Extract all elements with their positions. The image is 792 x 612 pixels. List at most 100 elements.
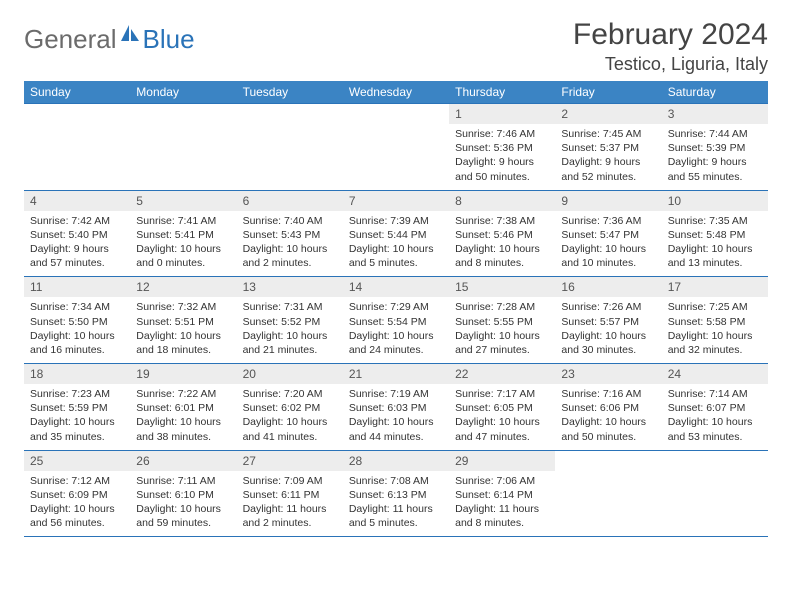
day-number: 25	[24, 451, 130, 471]
daylight-text-2: and 16 minutes.	[30, 343, 124, 357]
day-details: Sunrise: 7:17 AMSunset: 6:05 PMDaylight:…	[449, 384, 555, 450]
calendar-cell: 25Sunrise: 7:12 AMSunset: 6:09 PMDayligh…	[24, 450, 130, 537]
title-block: February 2024 Testico, Liguria, Italy	[573, 18, 768, 75]
daylight-text-2: and 59 minutes.	[136, 516, 230, 530]
calendar-row: 11Sunrise: 7:34 AMSunset: 5:50 PMDayligh…	[24, 277, 768, 364]
sunset-text: Sunset: 5:48 PM	[668, 228, 762, 242]
calendar-cell	[662, 450, 768, 537]
calendar-cell	[555, 450, 661, 537]
day-details: Sunrise: 7:09 AMSunset: 6:11 PMDaylight:…	[237, 471, 343, 537]
daylight-text-1: Daylight: 10 hours	[136, 415, 230, 429]
sunrise-text: Sunrise: 7:44 AM	[668, 127, 762, 141]
weekday-header: Wednesday	[343, 81, 449, 104]
day-details: Sunrise: 7:16 AMSunset: 6:06 PMDaylight:…	[555, 384, 661, 450]
sunset-text: Sunset: 5:59 PM	[30, 401, 124, 415]
month-title: February 2024	[573, 18, 768, 52]
day-details: Sunrise: 7:31 AMSunset: 5:52 PMDaylight:…	[237, 297, 343, 363]
daylight-text-1: Daylight: 10 hours	[243, 242, 337, 256]
day-details: Sunrise: 7:14 AMSunset: 6:07 PMDaylight:…	[662, 384, 768, 450]
daylight-text-2: and 55 minutes.	[668, 170, 762, 184]
daylight-text-1: Daylight: 10 hours	[349, 242, 443, 256]
day-number: 26	[130, 451, 236, 471]
day-number: 4	[24, 191, 130, 211]
logo: General Blue	[24, 18, 195, 55]
daylight-text-1: Daylight: 10 hours	[349, 415, 443, 429]
calendar-cell: 11Sunrise: 7:34 AMSunset: 5:50 PMDayligh…	[24, 277, 130, 364]
sunset-text: Sunset: 5:46 PM	[455, 228, 549, 242]
calendar-cell: 3Sunrise: 7:44 AMSunset: 5:39 PMDaylight…	[662, 104, 768, 191]
daylight-text-1: Daylight: 10 hours	[136, 502, 230, 516]
calendar-cell: 9Sunrise: 7:36 AMSunset: 5:47 PMDaylight…	[555, 190, 661, 277]
calendar-cell: 1Sunrise: 7:46 AMSunset: 5:36 PMDaylight…	[449, 104, 555, 191]
calendar-cell: 7Sunrise: 7:39 AMSunset: 5:44 PMDaylight…	[343, 190, 449, 277]
day-details: Sunrise: 7:23 AMSunset: 5:59 PMDaylight:…	[24, 384, 130, 450]
day-number: 3	[662, 104, 768, 124]
sunset-text: Sunset: 5:51 PM	[136, 315, 230, 329]
day-number: 28	[343, 451, 449, 471]
calendar-cell: 17Sunrise: 7:25 AMSunset: 5:58 PMDayligh…	[662, 277, 768, 364]
sunset-text: Sunset: 6:13 PM	[349, 488, 443, 502]
daylight-text-2: and 2 minutes.	[243, 256, 337, 270]
day-number: 7	[343, 191, 449, 211]
sunrise-text: Sunrise: 7:16 AM	[561, 387, 655, 401]
calendar-row: 1Sunrise: 7:46 AMSunset: 5:36 PMDaylight…	[24, 104, 768, 191]
calendar-cell	[343, 104, 449, 191]
day-details: Sunrise: 7:29 AMSunset: 5:54 PMDaylight:…	[343, 297, 449, 363]
sunrise-text: Sunrise: 7:08 AM	[349, 474, 443, 488]
daylight-text-2: and 56 minutes.	[30, 516, 124, 530]
daylight-text-2: and 44 minutes.	[349, 430, 443, 444]
sunset-text: Sunset: 5:58 PM	[668, 315, 762, 329]
daylight-text-1: Daylight: 10 hours	[349, 329, 443, 343]
day-details: Sunrise: 7:38 AMSunset: 5:46 PMDaylight:…	[449, 211, 555, 277]
sunset-text: Sunset: 5:41 PM	[136, 228, 230, 242]
daylight-text-1: Daylight: 10 hours	[30, 502, 124, 516]
sunrise-text: Sunrise: 7:17 AM	[455, 387, 549, 401]
calendar-cell: 16Sunrise: 7:26 AMSunset: 5:57 PMDayligh…	[555, 277, 661, 364]
sunrise-text: Sunrise: 7:23 AM	[30, 387, 124, 401]
calendar-cell: 23Sunrise: 7:16 AMSunset: 6:06 PMDayligh…	[555, 364, 661, 451]
calendar-cell: 15Sunrise: 7:28 AMSunset: 5:55 PMDayligh…	[449, 277, 555, 364]
calendar-row: 4Sunrise: 7:42 AMSunset: 5:40 PMDaylight…	[24, 190, 768, 277]
day-number: 16	[555, 277, 661, 297]
sunset-text: Sunset: 6:09 PM	[30, 488, 124, 502]
sunset-text: Sunset: 5:37 PM	[561, 141, 655, 155]
daylight-text-2: and 18 minutes.	[136, 343, 230, 357]
daylight-text-2: and 8 minutes.	[455, 516, 549, 530]
daylight-text-2: and 41 minutes.	[243, 430, 337, 444]
daylight-text-1: Daylight: 10 hours	[668, 329, 762, 343]
calendar-cell: 20Sunrise: 7:20 AMSunset: 6:02 PMDayligh…	[237, 364, 343, 451]
daylight-text-1: Daylight: 10 hours	[561, 242, 655, 256]
daylight-text-2: and 52 minutes.	[561, 170, 655, 184]
day-number: 20	[237, 364, 343, 384]
daylight-text-2: and 8 minutes.	[455, 256, 549, 270]
daylight-text-2: and 21 minutes.	[243, 343, 337, 357]
sunrise-text: Sunrise: 7:09 AM	[243, 474, 337, 488]
calendar-cell: 21Sunrise: 7:19 AMSunset: 6:03 PMDayligh…	[343, 364, 449, 451]
sunset-text: Sunset: 6:01 PM	[136, 401, 230, 415]
sunrise-text: Sunrise: 7:31 AM	[243, 300, 337, 314]
weekday-header: Sunday	[24, 81, 130, 104]
sunset-text: Sunset: 6:07 PM	[668, 401, 762, 415]
sunrise-text: Sunrise: 7:45 AM	[561, 127, 655, 141]
daylight-text-1: Daylight: 10 hours	[455, 415, 549, 429]
daylight-text-2: and 24 minutes.	[349, 343, 443, 357]
sunset-text: Sunset: 5:36 PM	[455, 141, 549, 155]
day-number: 29	[449, 451, 555, 471]
sunrise-text: Sunrise: 7:40 AM	[243, 214, 337, 228]
sunset-text: Sunset: 6:10 PM	[136, 488, 230, 502]
calendar-row: 18Sunrise: 7:23 AMSunset: 5:59 PMDayligh…	[24, 364, 768, 451]
day-number: 2	[555, 104, 661, 124]
calendar-cell	[130, 104, 236, 191]
daylight-text-2: and 38 minutes.	[136, 430, 230, 444]
calendar-cell: 22Sunrise: 7:17 AMSunset: 6:05 PMDayligh…	[449, 364, 555, 451]
day-number: 17	[662, 277, 768, 297]
day-number: 18	[24, 364, 130, 384]
day-number: 12	[130, 277, 236, 297]
day-number: 13	[237, 277, 343, 297]
sunrise-text: Sunrise: 7:42 AM	[30, 214, 124, 228]
logo-text-blue: Blue	[143, 24, 195, 55]
calendar-cell: 28Sunrise: 7:08 AMSunset: 6:13 PMDayligh…	[343, 450, 449, 537]
sunset-text: Sunset: 5:50 PM	[30, 315, 124, 329]
daylight-text-1: Daylight: 10 hours	[455, 242, 549, 256]
calendar-cell: 19Sunrise: 7:22 AMSunset: 6:01 PMDayligh…	[130, 364, 236, 451]
